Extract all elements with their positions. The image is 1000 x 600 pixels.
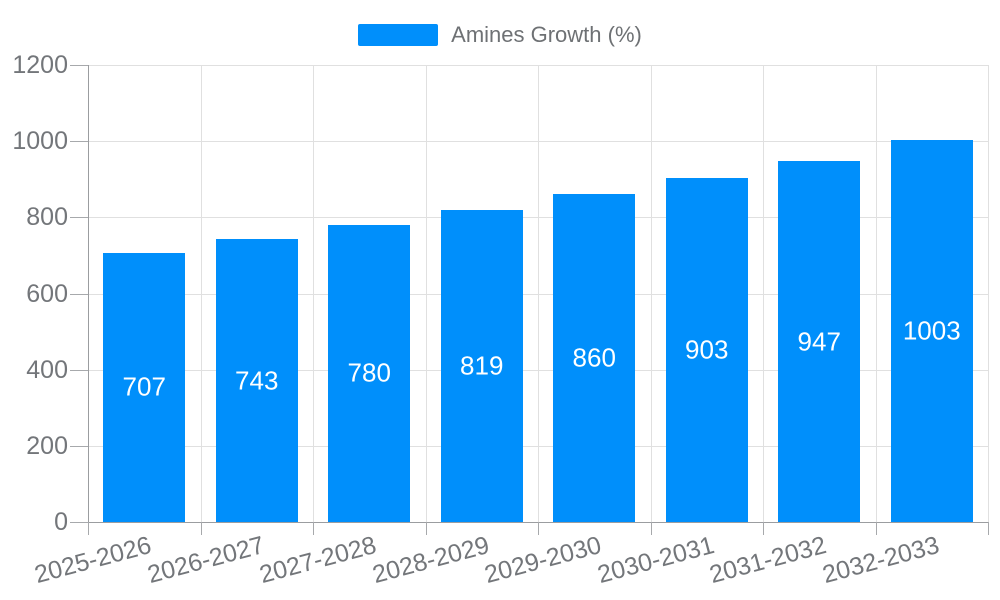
bar-value-label: 707 <box>122 371 166 402</box>
x-axis-tick <box>650 522 652 535</box>
bar[interactable]: 1003 <box>890 140 973 522</box>
bar[interactable]: 860 <box>553 194 636 522</box>
x-axis-tick <box>425 522 427 535</box>
y-axis-tick-label: 1000 <box>12 127 68 156</box>
legend-label: Amines Growth (%) <box>451 22 642 47</box>
legend[interactable]: Amines Growth (%) <box>0 22 1000 48</box>
x-axis-tick <box>313 522 314 535</box>
y-axis-tick <box>70 445 88 447</box>
bar-value-label: 780 <box>347 357 391 388</box>
bar-value-label: 860 <box>572 342 616 373</box>
bar[interactable]: 903 <box>665 178 748 522</box>
x-axis-tick <box>538 522 539 535</box>
y-axis-tick-label: 600 <box>26 279 68 308</box>
y-axis-tick-label: 200 <box>26 431 68 460</box>
bar-value-label: 903 <box>685 334 729 365</box>
gridline-vertical <box>538 65 539 522</box>
bar-value-label: 1003 <box>902 315 961 346</box>
bar[interactable]: 947 <box>778 161 861 522</box>
y-axis-tick <box>70 522 88 523</box>
gridline-vertical <box>763 65 764 522</box>
gridline-vertical <box>200 65 202 522</box>
y-axis-tick-label: 1200 <box>12 51 68 79</box>
gridline-vertical <box>650 65 652 522</box>
y-axis-tick <box>70 217 88 219</box>
y-axis-tick-label: 0 <box>54 508 68 536</box>
plot-area: 707 743 780 819 860 903 947 1003 <box>88 65 989 523</box>
x-axis-tick <box>200 522 202 535</box>
bar-value-label: 947 <box>797 326 841 357</box>
bar-value-label: 819 <box>460 350 504 381</box>
gridline-vertical <box>425 65 427 522</box>
y-axis-tick <box>70 141 88 143</box>
y-axis-tick <box>70 369 88 371</box>
y-axis-line <box>88 65 89 522</box>
bar[interactable]: 780 <box>328 224 411 522</box>
x-axis-tick <box>763 522 764 535</box>
y-axis-tick <box>70 293 88 295</box>
y-axis-tick-label: 400 <box>26 355 68 384</box>
bar[interactable]: 743 <box>215 239 298 522</box>
y-axis-tick-label: 800 <box>26 203 68 232</box>
bar[interactable]: 707 <box>103 252 186 522</box>
bar[interactable]: 819 <box>440 210 523 522</box>
x-axis-tick <box>988 522 989 535</box>
gridline-vertical <box>313 65 314 522</box>
gridline-vertical <box>875 65 877 522</box>
bar-value-label: 743 <box>235 365 279 395</box>
x-axis-tick <box>88 522 89 535</box>
gridline-vertical <box>988 65 989 522</box>
y-axis-tick <box>70 65 88 66</box>
x-axis-tick <box>875 522 877 535</box>
legend-swatch-icon <box>358 24 439 46</box>
